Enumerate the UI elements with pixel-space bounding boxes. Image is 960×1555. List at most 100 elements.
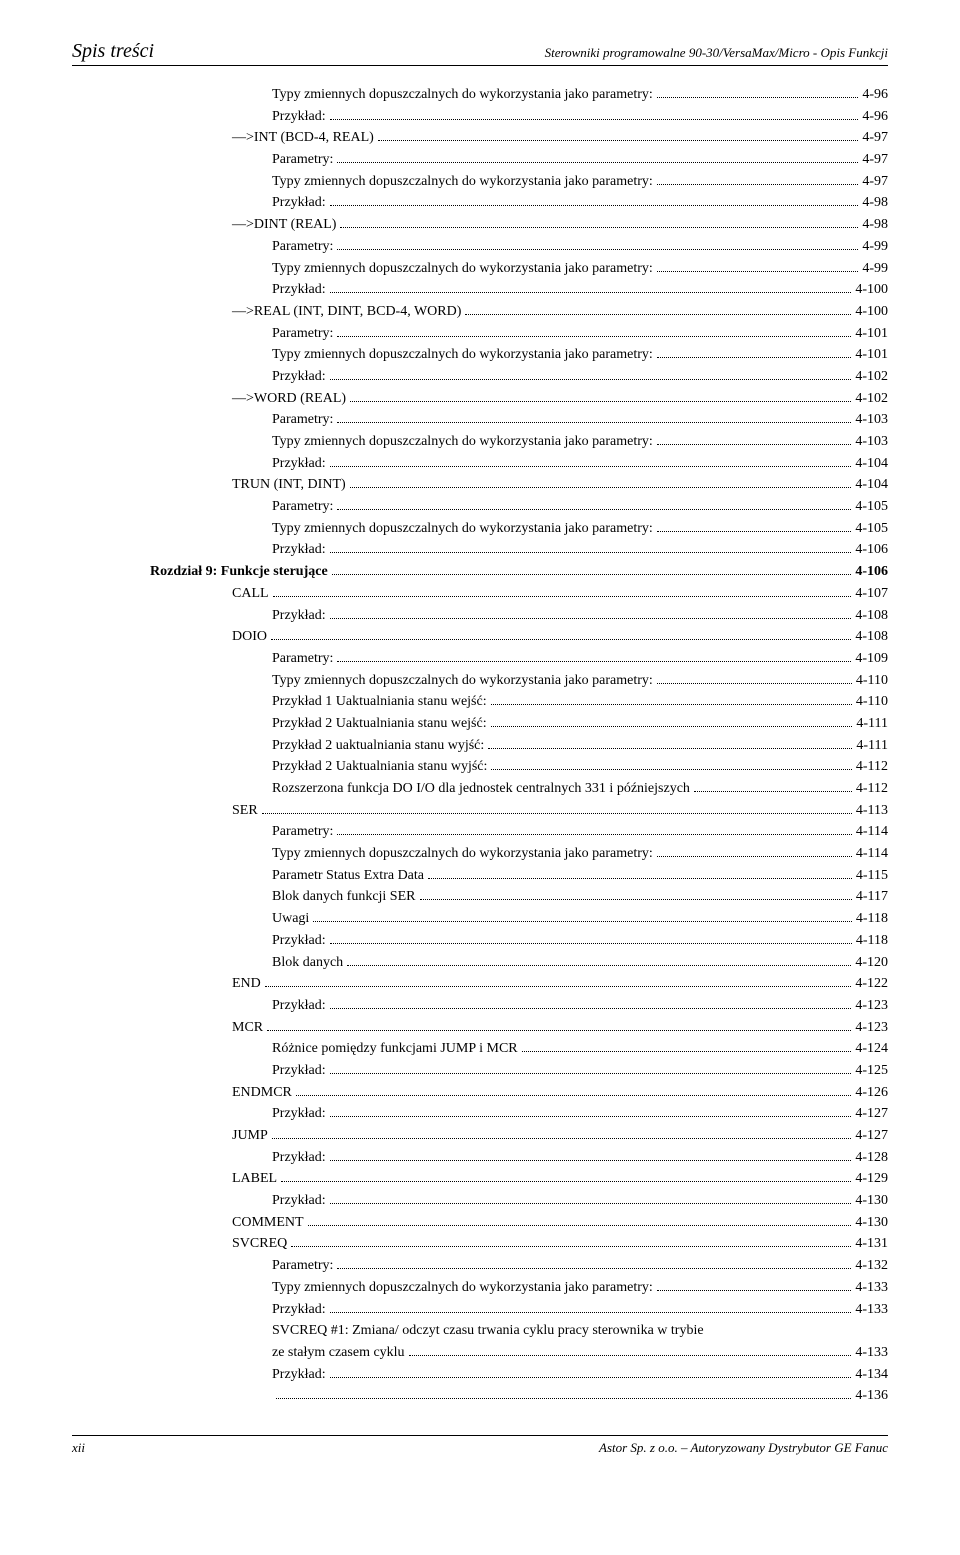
toc-entry-label: Przykład: [272, 106, 326, 128]
table-of-contents: Typy zmiennych dopuszczalnych do wykorzy… [72, 84, 888, 1407]
toc-entry-label: LABEL [232, 1168, 277, 1190]
toc-entry-page: 4-102 [855, 366, 888, 388]
toc-entry: Typy zmiennych dopuszczalnych do wykorzy… [72, 843, 888, 865]
toc-entry-label: Przykład: [272, 539, 326, 561]
toc-entry: Parametry:4-109 [72, 648, 888, 670]
toc-leader-dots [428, 866, 852, 879]
toc-entry-label: Parametr Status Extra Data [272, 865, 424, 887]
toc-entry-label: Uwagi [272, 908, 309, 930]
toc-entry: Typy zmiennych dopuszczalnych do wykorzy… [72, 1277, 888, 1299]
page-header: Spis treści Sterowniki programowalne 90-… [72, 40, 888, 66]
toc-entry: Przykład 2 Uaktualniania stanu wyjść: 4-1… [72, 756, 888, 778]
toc-entry: Blok danych 4-120 [72, 952, 888, 974]
toc-entry-page: 4-101 [855, 323, 888, 345]
toc-entry-page: 4-109 [855, 648, 888, 670]
toc-entry-page: 4-102 [855, 388, 888, 410]
toc-entry-page: 4-99 [862, 236, 888, 258]
toc-leader-dots [409, 1343, 852, 1356]
toc-entry-label: Przykład 2 Uaktualniania stanu wyjść: [272, 756, 487, 778]
toc-leader-dots [330, 194, 859, 207]
toc-entry: Przykład:4-104 [72, 453, 888, 475]
toc-leader-dots [313, 910, 852, 923]
toc-entry: Uwagi4-118 [72, 908, 888, 930]
toc-entry: Rozszerzona funkcja DO I/O dla jednostek… [72, 778, 888, 800]
toc-entry-page: 4-103 [855, 431, 888, 453]
toc-entry: Przykład: 4-130 [72, 1190, 888, 1212]
toc-leader-dots [272, 1126, 852, 1139]
toc-entry-page: 4-114 [856, 843, 888, 865]
toc-entry-page: 4-120 [855, 952, 888, 974]
toc-leader-dots [657, 1278, 852, 1291]
toc-leader-dots [330, 107, 859, 120]
toc-entry: Przykład:4-123 [72, 995, 888, 1017]
toc-entry: Przykład:4-133 [72, 1299, 888, 1321]
toc-leader-dots [657, 844, 852, 857]
toc-leader-dots [491, 714, 853, 727]
toc-entry-page: 4-112 [856, 756, 888, 778]
toc-entry: Przykład 2 Uaktualniania stanu wejść:4-1… [72, 713, 888, 735]
toc-entry-label: Typy zmiennych dopuszczalnych do wykorzy… [272, 431, 653, 453]
toc-entry-label: Przykład 1 Uaktualniania stanu wejść: [272, 691, 487, 713]
toc-entry-label: Typy zmiennych dopuszczalnych do wykorzy… [272, 344, 653, 366]
toc-entry-label: MCR [232, 1017, 263, 1039]
toc-entry: —>REAL (INT, DINT, BCD-4, WORD)4-100 [72, 301, 888, 323]
toc-entry-page: 4-100 [855, 301, 888, 323]
toc-leader-dots [330, 996, 852, 1009]
toc-leader-dots [657, 85, 859, 98]
toc-entry-page: 4-132 [855, 1255, 888, 1277]
toc-leader-dots [291, 1235, 851, 1248]
toc-entry: Parametr Status Extra Data 4-115 [72, 865, 888, 887]
toc-entry: ze stałym czasem cyklu4-133 [72, 1342, 888, 1364]
toc-entry-label: JUMP [232, 1125, 268, 1147]
toc-entry-label: Typy zmiennych dopuszczalnych do wykorzy… [272, 670, 653, 692]
toc-leader-dots [330, 1191, 852, 1204]
toc-leader-dots [350, 389, 851, 402]
toc-entry-page: 4-96 [862, 106, 888, 128]
toc-entry-label: Przykład: [272, 1190, 326, 1212]
toc-entry-page: 4-96 [862, 84, 888, 106]
toc-entry-page: 4-110 [856, 691, 888, 713]
toc-entry: Przykład:4-100 [72, 279, 888, 301]
toc-entry: Przykład:4-127 [72, 1103, 888, 1125]
toc-entry-page: 4-115 [856, 865, 888, 887]
toc-entry-page: 4-133 [855, 1299, 888, 1321]
toc-entry-label: Rozszerzona funkcja DO I/O dla jednostek… [272, 778, 690, 800]
toc-entry-page: 4-117 [856, 886, 888, 908]
toc-entry: Parametry:4-105 [72, 496, 888, 518]
toc-leader-dots [330, 541, 852, 554]
toc-entry-page: 4-130 [855, 1190, 888, 1212]
toc-entry-page: 4-131 [855, 1233, 888, 1255]
toc-entry: Rozdział 9: Funkcje sterujące4-106 [72, 561, 888, 583]
toc-entry-page: 4-127 [855, 1103, 888, 1125]
toc-entry: Typy zmiennych dopuszczalnych do wykorzy… [72, 171, 888, 193]
toc-leader-dots [330, 454, 852, 467]
toc-leader-dots [330, 606, 852, 619]
toc-entry-label: SVCREQ [232, 1233, 287, 1255]
toc-leader-dots [337, 497, 851, 510]
toc-entry-label: Blok danych [272, 952, 343, 974]
toc-entry-label: Przykład: [272, 605, 326, 627]
toc-entry-label: —>DINT (REAL) [232, 214, 336, 236]
toc-entry-label: Typy zmiennych dopuszczalnych do wykorzy… [272, 518, 653, 540]
toc-entry-page: 4-105 [855, 496, 888, 518]
toc-entry: 4-136 [72, 1385, 888, 1407]
toc-entry-label: TRUN (INT, DINT) [232, 474, 346, 496]
toc-entry: Przykład 1 Uaktualniania stanu wejść: 4-1… [72, 691, 888, 713]
toc-entry-page: 4-124 [855, 1038, 888, 1060]
toc-entry-label: Przykład: [272, 279, 326, 301]
toc-entry-label: COMMENT [232, 1212, 304, 1234]
toc-entry-label: Przykład: [272, 192, 326, 214]
toc-entry-page: 4-128 [855, 1147, 888, 1169]
toc-entry-page: 4-127 [855, 1125, 888, 1147]
toc-leader-dots [465, 302, 851, 315]
toc-leader-dots [340, 216, 858, 229]
toc-leader-dots [657, 346, 852, 359]
toc-entry-label: Przykład: [272, 453, 326, 475]
toc-leader-dots [330, 281, 852, 294]
toc-leader-dots [337, 324, 851, 337]
toc-entry-label: Przykład: [272, 366, 326, 388]
toc-leader-dots [332, 563, 852, 576]
toc-entry-page: 4-111 [856, 735, 888, 757]
toc-entry-label: Przykład 2 Uaktualniania stanu wejść: [272, 713, 487, 735]
toc-entry-page: 4-130 [855, 1212, 888, 1234]
